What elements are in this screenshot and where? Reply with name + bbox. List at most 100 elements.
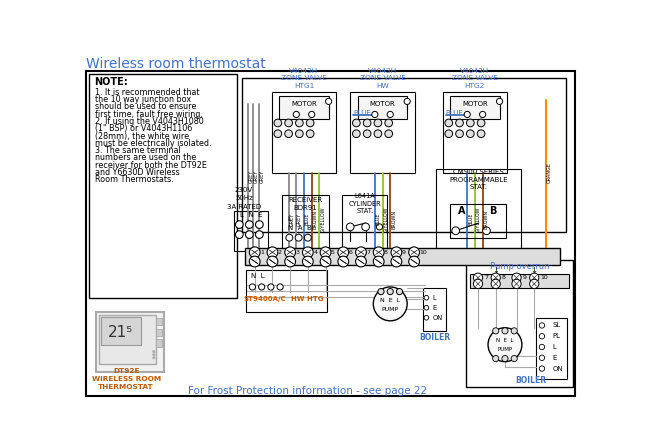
Circle shape — [338, 256, 349, 267]
Bar — [442, 92, 507, 173]
Circle shape — [153, 354, 155, 356]
Circle shape — [303, 256, 313, 267]
Circle shape — [267, 256, 278, 267]
Bar — [450, 96, 500, 119]
Circle shape — [235, 231, 243, 238]
Circle shape — [250, 247, 260, 257]
Text: 10: 10 — [541, 275, 548, 280]
Bar — [423, 288, 446, 331]
Circle shape — [295, 234, 302, 241]
Bar — [156, 318, 161, 325]
Text: G/YELLOW: G/YELLOW — [476, 207, 481, 232]
Bar — [466, 260, 573, 387]
Bar — [99, 315, 156, 364]
Circle shape — [306, 130, 314, 138]
Circle shape — [284, 119, 292, 127]
Text: numbers are used on the: numbers are used on the — [95, 153, 196, 162]
Text: L: L — [288, 216, 292, 222]
Circle shape — [255, 221, 263, 228]
Bar — [272, 92, 336, 173]
Circle shape — [295, 130, 303, 138]
Circle shape — [391, 256, 402, 267]
Text: 2: 2 — [278, 250, 282, 255]
Text: N  E  L: N E L — [496, 338, 513, 343]
Bar — [101, 317, 141, 345]
Circle shape — [488, 328, 522, 362]
Bar — [243, 78, 566, 232]
Circle shape — [363, 119, 371, 127]
Bar — [234, 211, 268, 251]
Circle shape — [293, 111, 299, 118]
Circle shape — [274, 119, 282, 127]
Circle shape — [378, 288, 384, 295]
Circle shape — [493, 328, 499, 334]
Circle shape — [391, 247, 402, 257]
Circle shape — [477, 119, 485, 127]
Text: MOTOR: MOTOR — [462, 101, 488, 107]
Circle shape — [326, 98, 332, 105]
Bar — [89, 75, 237, 298]
Circle shape — [512, 273, 521, 283]
Circle shape — [246, 231, 253, 238]
Text: the 10 way junction box: the 10 way junction box — [95, 95, 191, 104]
Circle shape — [491, 273, 501, 283]
Circle shape — [377, 224, 382, 230]
Circle shape — [385, 119, 393, 127]
Bar — [282, 194, 330, 249]
Text: GREY: GREY — [259, 170, 264, 183]
Text: Pump overrun: Pump overrun — [490, 261, 550, 271]
Text: BOILER: BOILER — [515, 376, 547, 385]
Text: 3: 3 — [295, 250, 299, 255]
Text: receiver for both the DT92E: receiver for both the DT92E — [95, 161, 206, 170]
Text: MOTOR: MOTOR — [370, 101, 395, 107]
Text: MOTOR: MOTOR — [291, 101, 317, 107]
Circle shape — [397, 288, 402, 295]
Circle shape — [303, 247, 313, 257]
Circle shape — [338, 247, 349, 257]
Text: L: L — [553, 344, 557, 350]
Circle shape — [277, 284, 283, 290]
Circle shape — [355, 256, 366, 267]
Text: E: E — [553, 355, 557, 361]
Text: A: A — [458, 207, 466, 216]
Circle shape — [511, 355, 517, 362]
Bar — [342, 194, 387, 249]
Text: L: L — [433, 295, 436, 301]
Circle shape — [452, 227, 459, 235]
Circle shape — [246, 221, 253, 228]
Text: 9: 9 — [522, 275, 527, 280]
Circle shape — [530, 279, 539, 288]
Circle shape — [409, 256, 419, 267]
Bar — [350, 92, 415, 173]
Circle shape — [502, 355, 508, 362]
Text: should be used to ensure: should be used to ensure — [95, 102, 196, 111]
Circle shape — [497, 98, 502, 105]
Text: 9: 9 — [402, 250, 406, 255]
Circle shape — [511, 328, 517, 334]
Text: SL: SL — [553, 322, 561, 329]
Text: For Frost Protection information - see page 22: For Frost Protection information - see p… — [188, 386, 426, 396]
Text: V4043H
ZONE VALVE
HTG1: V4043H ZONE VALVE HTG1 — [281, 67, 327, 89]
Circle shape — [493, 355, 499, 362]
Circle shape — [259, 284, 264, 290]
Circle shape — [445, 119, 453, 127]
Text: GREY: GREY — [248, 170, 253, 183]
Text: L641A
CYLINDER
STAT.: L641A CYLINDER STAT. — [348, 193, 381, 214]
Text: BOILER: BOILER — [419, 333, 450, 342]
Text: 3. The same terminal: 3. The same terminal — [95, 146, 181, 155]
Circle shape — [235, 221, 243, 228]
Circle shape — [373, 287, 407, 321]
Text: GREY: GREY — [297, 213, 302, 226]
Circle shape — [409, 247, 419, 257]
Text: 8: 8 — [502, 275, 506, 280]
Bar — [156, 339, 161, 347]
Bar — [246, 270, 327, 312]
Text: GREY: GREY — [254, 170, 259, 183]
Circle shape — [480, 111, 486, 118]
Circle shape — [268, 284, 274, 290]
Text: PL: PL — [553, 333, 561, 339]
Text: (1" BSP) or V4043H1106: (1" BSP) or V4043H1106 — [95, 124, 192, 133]
Circle shape — [304, 234, 312, 241]
Bar — [437, 169, 521, 250]
Circle shape — [491, 279, 501, 288]
